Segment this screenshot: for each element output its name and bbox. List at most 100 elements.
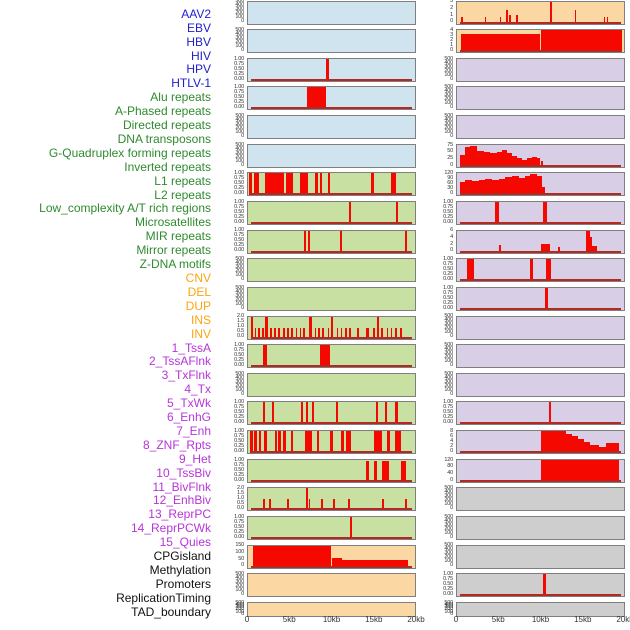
panel-EBV bbox=[247, 29, 416, 54]
data-bar bbox=[336, 327, 339, 339]
data-bar bbox=[390, 327, 393, 339]
y-tick-label: 0.75 bbox=[234, 346, 244, 353]
data-bar bbox=[331, 316, 334, 339]
y-tick-label: 1.00 bbox=[234, 84, 244, 91]
y-tick-label: 0 bbox=[241, 591, 244, 598]
y-tick-label: 100 bbox=[444, 357, 453, 364]
track-label-Z-DNA motifs: Z-DNA motifs bbox=[139, 257, 211, 272]
panel-HPV bbox=[247, 115, 416, 140]
data-area-segment bbox=[585, 230, 590, 253]
track-label-Microsatellites: Microsatellites bbox=[134, 215, 211, 230]
data-bar bbox=[312, 402, 315, 425]
y-tick-label: 0 bbox=[450, 361, 453, 368]
zero-baseline bbox=[460, 193, 621, 196]
panel-5_TxWk bbox=[456, 172, 625, 197]
data-area-segment bbox=[505, 177, 513, 196]
zero-baseline bbox=[251, 508, 412, 511]
y-tick-label: 1.00 bbox=[234, 399, 244, 406]
data-bar bbox=[320, 345, 331, 368]
data-bar bbox=[401, 460, 407, 482]
y-tick-label: 30 bbox=[447, 185, 453, 192]
data-bar bbox=[399, 327, 403, 339]
y-tick-label: 300 bbox=[444, 521, 453, 528]
track-label-10_TssBiv: 10_TssBiv bbox=[156, 465, 211, 480]
y-tick-label: 0 bbox=[450, 18, 453, 25]
zero-baseline bbox=[460, 279, 621, 282]
y-tick-label: 2 bbox=[450, 442, 453, 449]
y-tick-label: 300 bbox=[235, 6, 244, 13]
y-tick-label: 500 bbox=[444, 341, 453, 348]
y-tick-label: 0.50 bbox=[234, 180, 244, 187]
y-tick-label: 4 bbox=[450, 234, 453, 241]
y-tick-label: 400 bbox=[235, 145, 244, 152]
data-bar bbox=[299, 327, 302, 339]
data-bar bbox=[291, 327, 294, 339]
zero-baseline bbox=[251, 451, 412, 454]
y-tick-label: 100 bbox=[444, 71, 453, 78]
y-tick-label: 0.25 bbox=[443, 299, 453, 306]
y-tick-label: 1.00 bbox=[443, 284, 453, 291]
data-bar bbox=[545, 287, 548, 310]
y-tick-label: 300 bbox=[235, 292, 244, 299]
y-tick-label: 0.25 bbox=[234, 442, 244, 449]
x-axis-tick-label: 20kb bbox=[407, 615, 425, 624]
y-tick-label: 0 bbox=[241, 46, 244, 53]
y-tick-label: 0.00 bbox=[234, 75, 244, 82]
data-bar bbox=[347, 499, 350, 511]
data-area-segment bbox=[253, 545, 332, 568]
y-tick-label: 0 bbox=[241, 610, 244, 617]
y-tick-label: 120 bbox=[444, 170, 453, 177]
panel-HIV bbox=[247, 86, 416, 111]
x-axis-tick-label: 15kb bbox=[365, 615, 383, 624]
y-tick-label: 90 bbox=[447, 175, 453, 182]
data-bar bbox=[248, 173, 253, 196]
y-tick-label: 0.50 bbox=[234, 351, 244, 358]
y-tick-label: 0.75 bbox=[234, 518, 244, 525]
y-tick-label: 500 bbox=[444, 112, 453, 119]
data-bar bbox=[395, 201, 398, 224]
data-bar bbox=[335, 402, 338, 425]
y-tick-label: 4 bbox=[450, 437, 453, 444]
zero-baseline bbox=[251, 479, 412, 482]
track-label-Directed repeats: Directed repeats bbox=[122, 118, 211, 133]
y-tick-label: 0.75 bbox=[234, 203, 244, 210]
zero-baseline bbox=[460, 50, 621, 53]
y-tick-label: 400 bbox=[235, 260, 244, 267]
y-tick-label: 1.00 bbox=[234, 341, 244, 348]
track-label-Methylation: Methylation bbox=[149, 563, 211, 577]
data-area-segment bbox=[605, 443, 619, 454]
data-bar bbox=[341, 431, 344, 454]
data-bar bbox=[307, 87, 326, 110]
data-bar bbox=[269, 327, 273, 339]
zero-baseline bbox=[251, 422, 412, 425]
y-tick-label: 1.00 bbox=[443, 571, 453, 578]
panel-9_Het bbox=[456, 286, 625, 311]
track-label-Low_complexity A/T rich regions: Low_complexity A/T rich regions bbox=[39, 201, 211, 216]
zero-baseline bbox=[460, 164, 621, 167]
x-axis-tick-label: 5kb bbox=[282, 615, 296, 624]
y-tick-label: 0.75 bbox=[234, 461, 244, 468]
data-area-segment bbox=[540, 459, 619, 482]
data-bar bbox=[299, 173, 309, 196]
data-area-segment bbox=[572, 436, 579, 454]
y-tick-label: 500 bbox=[235, 256, 244, 263]
y-tick-label: 0.00 bbox=[234, 361, 244, 368]
track-label-CNV: CNV bbox=[185, 270, 211, 285]
data-bar bbox=[278, 431, 281, 454]
y-tick-label: 300 bbox=[235, 120, 244, 127]
y-tick-label: 0 bbox=[450, 46, 453, 53]
y-tick-label: 40 bbox=[447, 469, 453, 476]
y-tick-label: 1.00 bbox=[234, 55, 244, 62]
y-tick-label: 0 bbox=[450, 476, 453, 483]
data-bar bbox=[304, 431, 312, 454]
y-tick-label: 100 bbox=[235, 549, 244, 556]
y-tick-label: 100 bbox=[444, 128, 453, 135]
data-area-segment bbox=[460, 182, 466, 196]
data-area-segment bbox=[477, 150, 484, 167]
y-tick-label: 200 bbox=[235, 153, 244, 160]
data-bar bbox=[386, 327, 389, 339]
y-tick-label: 100 bbox=[444, 100, 453, 107]
data-area-segment bbox=[502, 150, 508, 167]
data-bar bbox=[339, 230, 342, 253]
y-tick-label: 0.50 bbox=[443, 266, 453, 273]
